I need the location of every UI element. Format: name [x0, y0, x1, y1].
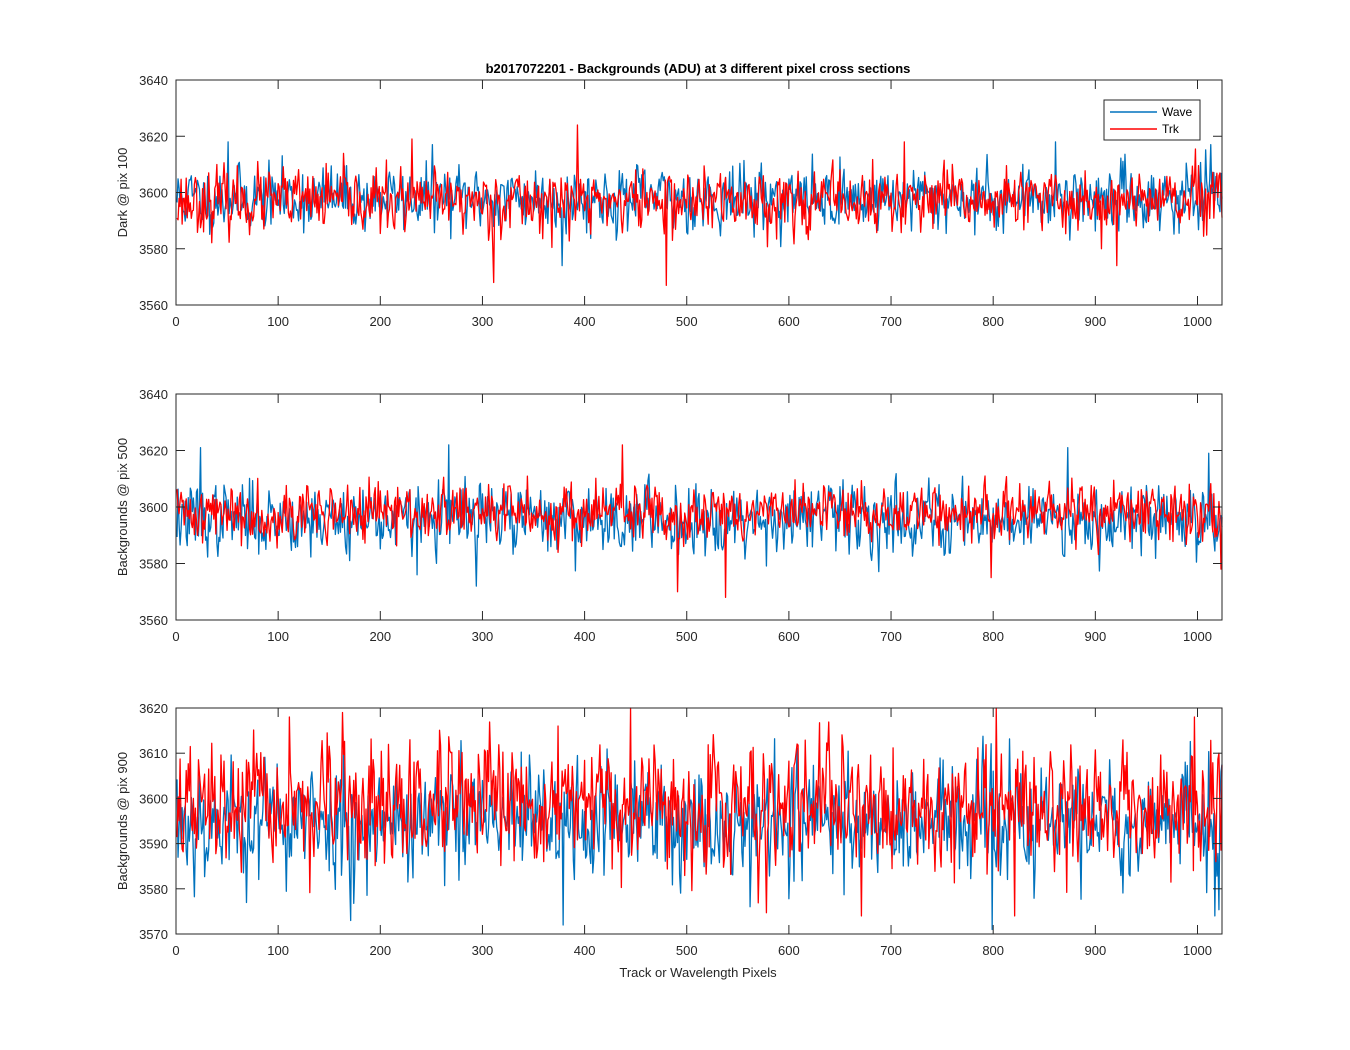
y-tick-label: 3620: [139, 129, 168, 144]
y-tick-label: 3600: [139, 186, 168, 201]
x-tick-label: 700: [880, 943, 902, 958]
x-tick-label: 1000: [1183, 943, 1212, 958]
x-tick-label: 400: [574, 943, 596, 958]
x-tick-label: 0: [172, 943, 179, 958]
x-tick-label: 100: [267, 943, 289, 958]
y-axis-label: Backgrounds @ pix 500: [115, 438, 130, 576]
x-tick-label: 400: [574, 314, 596, 329]
x-tick-label: 600: [778, 629, 800, 644]
series-line-trk-backgrounds-pix-900: [176, 707, 1223, 917]
plot-area: [176, 708, 1222, 934]
subplot-backgrounds-pix-900: 0 100 200 300 400 500 600 700 800 900 1000 3570 3580…: [115, 701, 1223, 958]
x-tick-label: 700: [880, 314, 902, 329]
legend-box: [1103, 99, 1201, 141]
y-tick-label: 3620: [139, 444, 168, 459]
y-axis-label: Dark @ pix 100: [115, 148, 130, 238]
series-line-trk-dark-pix-100: [176, 124, 1223, 286]
legend-label-trk: Trk: [1162, 122, 1180, 136]
x-tick-label: 100: [267, 629, 289, 644]
y-axis-label: Backgrounds @ pix 900: [115, 752, 130, 890]
legend-label-wave: Wave: [1162, 105, 1193, 119]
axes-frame: [175, 707, 1223, 935]
chart-title: b2017072201 - Backgrounds (ADU) at 3 dif…: [486, 61, 911, 76]
y-tick-label: 3640: [139, 73, 168, 88]
x-tick-label: 800: [982, 943, 1004, 958]
y-tick-label: 3600: [139, 791, 168, 806]
x-tick-label: 300: [472, 314, 494, 329]
x-tick-label: 500: [676, 943, 698, 958]
x-tick-label: 800: [982, 629, 1004, 644]
y-tick-label: 3600: [139, 500, 168, 515]
x-tick-label: 900: [1084, 629, 1106, 644]
y-tick-label: 3580: [139, 242, 168, 257]
x-tick-label: 700: [880, 629, 902, 644]
y-tick-label: 3580: [139, 557, 168, 572]
y-tick-label: 3560: [139, 613, 168, 628]
y-tick-label: 3560: [139, 298, 168, 313]
y-tick-label: 3640: [139, 387, 168, 402]
y-tick-label: 3620: [139, 701, 168, 716]
y-tick-label: 3580: [139, 882, 168, 897]
x-tick-label: 400: [574, 629, 596, 644]
x-tick-label: 500: [676, 629, 698, 644]
y-tick-label: 3590: [139, 837, 168, 852]
legend: Wave Trk: [1103, 99, 1201, 141]
x-tick-label: 500: [676, 314, 698, 329]
x-tick-label: 0: [172, 629, 179, 644]
x-tick-label: 600: [778, 943, 800, 958]
series-line-trk-backgrounds-pix-500: [176, 444, 1223, 599]
subplot-backgrounds-pix-500: 0 100 200 300 400 500 600 700 800 900 1000 3560 3580…: [115, 387, 1223, 644]
x-tick-label: 300: [472, 629, 494, 644]
x-tick-label: 900: [1084, 943, 1106, 958]
x-tick-label: 800: [982, 314, 1004, 329]
x-tick-label: 0: [172, 314, 179, 329]
x-tick-label: 1000: [1183, 629, 1212, 644]
x-tick-label: 600: [778, 314, 800, 329]
x-tick-label: 300: [472, 943, 494, 958]
x-tick-label: 200: [369, 943, 391, 958]
y-tick-label: 3570: [139, 927, 168, 942]
x-tick-label: 200: [369, 629, 391, 644]
series-line-wave-backgrounds-pix-500: [176, 444, 1223, 587]
y-tick-label: 3610: [139, 746, 168, 761]
x-tick-label: 200: [369, 314, 391, 329]
subplot-dark-pix-100: 0 100 200 300 400 500 600 700 800 900 1000 3560 3580…: [115, 73, 1223, 329]
x-axis-label: Track or Wavelength Pixels: [619, 965, 777, 980]
x-tick-label: 900: [1084, 314, 1106, 329]
x-tick-label: 1000: [1183, 314, 1212, 329]
x-tick-label: 100: [267, 314, 289, 329]
